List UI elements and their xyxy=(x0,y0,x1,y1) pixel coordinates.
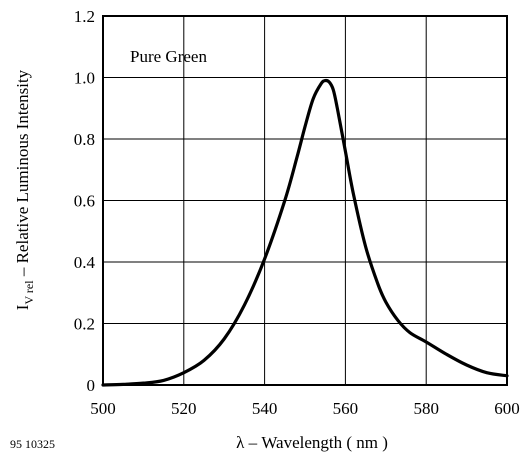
x-tick-label: 580 xyxy=(413,399,439,418)
x-tick-label: 500 xyxy=(90,399,116,418)
x-tick-label: 560 xyxy=(333,399,359,418)
y-axis-label: IV rel – Relative Luminous Intensity xyxy=(13,69,36,310)
y-tick-label: 0.8 xyxy=(74,130,95,149)
y-tick-labels: 0 0.2 0.4 0.6 0.8 1.0 1.2 xyxy=(74,7,96,395)
x-tick-label: 540 xyxy=(252,399,278,418)
x-tick-labels: 500 520 540 560 580 600 xyxy=(90,399,520,418)
plot-frame xyxy=(102,15,508,386)
y-tick-label: 1.2 xyxy=(74,7,95,26)
y-tick-label: 0.4 xyxy=(74,253,96,272)
y-tick-label: 1.0 xyxy=(74,69,95,88)
figure-number: 95 10325 xyxy=(10,437,55,451)
y-axis-text: – Relative Luminous Intensity xyxy=(13,69,32,280)
y-axis-symbol: I xyxy=(13,304,32,310)
y-tick-label: 0.6 xyxy=(74,192,95,211)
x-axis-label: λ – Wavelength ( nm ) xyxy=(236,433,388,452)
y-tick-label: 0 xyxy=(87,376,96,395)
x-tick-label: 600 xyxy=(494,399,520,418)
grid xyxy=(102,15,508,386)
y-tick-label: 0.2 xyxy=(74,315,95,334)
spectral-curve xyxy=(101,78,509,387)
x-tick-label: 520 xyxy=(171,399,197,418)
series-annotation: Pure Green xyxy=(130,47,207,66)
y-axis-subscript: V rel xyxy=(22,280,36,305)
